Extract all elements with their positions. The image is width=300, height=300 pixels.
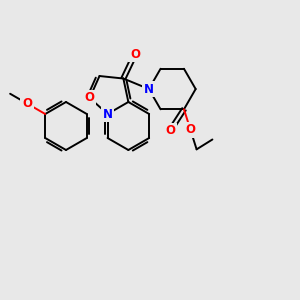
Text: N: N bbox=[144, 82, 154, 95]
Text: O: O bbox=[130, 48, 140, 61]
Text: O: O bbox=[185, 123, 196, 136]
Text: O: O bbox=[85, 92, 95, 104]
Text: N: N bbox=[103, 107, 112, 121]
Text: O: O bbox=[165, 124, 175, 137]
Text: O: O bbox=[22, 97, 32, 110]
